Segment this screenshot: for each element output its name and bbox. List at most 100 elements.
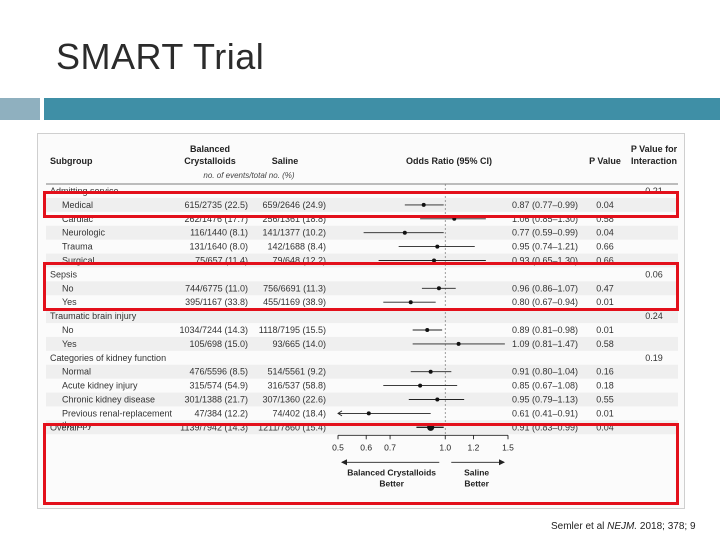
balanced-events: 1139/7942 (14.3) — [180, 422, 248, 432]
balanced-events: 262/1476 (17.7) — [184, 214, 248, 224]
odds-ratio-text: 0.89 (0.81–0.98) — [512, 325, 578, 335]
subgroup-label: Surgical — [62, 256, 95, 266]
saline-events: 74/402 (18.4) — [272, 408, 326, 418]
group-label: Categories of kidney function — [50, 353, 166, 363]
point-estimate — [428, 369, 433, 374]
p-value: 0.04 — [596, 228, 614, 238]
header-p-interaction-line1: P Value for — [631, 144, 678, 154]
saline-events: 142/1688 (8.4) — [267, 242, 326, 252]
subgroup-label: No — [62, 325, 74, 335]
forest-plot-panel: Subgroup Balanced Crystalloids Saline Od… — [37, 133, 685, 509]
row-band — [46, 309, 678, 324]
p-value: 0.58 — [596, 339, 614, 349]
p-value: 0.04 — [596, 200, 614, 210]
x-tick-label: 0.7 — [384, 442, 396, 452]
subgroup-label: Medical — [62, 200, 93, 210]
x-tick-label: 1.2 — [468, 442, 480, 452]
arrow-left-head — [341, 459, 347, 466]
point-estimate — [425, 328, 430, 332]
p-value: 0.04 — [596, 422, 614, 432]
odds-ratio-text: 0.95 (0.74–1.21) — [512, 242, 578, 252]
balanced-events: 615/2735 (22.5) — [184, 200, 248, 210]
balanced-events: 476/5596 (8.5) — [189, 367, 248, 377]
saline-events: 659/2646 (24.9) — [262, 200, 326, 210]
direction-left-line1: Balanced Crystalloids — [347, 467, 436, 477]
point-estimate — [436, 286, 441, 291]
odds-ratio-text: 0.93 (0.65–1.30) — [512, 256, 578, 266]
overall-label: Overall — [50, 422, 79, 432]
saline-events: 93/665 (14.0) — [272, 339, 326, 349]
balanced-events: 131/1640 (8.0) — [189, 242, 248, 252]
header-subgroup: Subgroup — [50, 156, 93, 166]
saline-events: 256/1361 (18.8) — [262, 214, 326, 224]
forest-plot-svg: Subgroup Balanced Crystalloids Saline Od… — [46, 144, 678, 488]
balanced-events: 315/574 (54.9) — [189, 381, 248, 391]
header-saline: Saline — [272, 156, 299, 166]
odds-ratio-text: 0.80 (0.67–0.94) — [512, 297, 578, 307]
saline-events: 1118/7195 (15.5) — [259, 325, 326, 335]
p-interaction-value: 0.19 — [645, 353, 663, 363]
point-estimate — [366, 411, 371, 416]
point-estimate — [421, 202, 426, 207]
header-balanced-line2: Crystalloids — [184, 156, 236, 166]
header-balanced-line1: Balanced — [190, 144, 230, 154]
row-band — [46, 197, 678, 212]
saline-events: 455/1169 (38.9) — [263, 297, 326, 307]
subgroup-label: Yes — [62, 297, 77, 307]
odds-ratio-text: 1.06 (0.85–1.30) — [512, 214, 578, 224]
balanced-events: 744/6775 (11.0) — [185, 283, 248, 293]
p-interaction-value: 0.06 — [645, 269, 663, 279]
header-odds-ratio: Odds Ratio (95% CI) — [406, 156, 492, 166]
saline-events: 1211/7860 (15.4) — [258, 422, 326, 432]
highlight-box-sepsis — [43, 262, 679, 311]
odds-ratio-text: 0.61 (0.41–0.91) — [512, 408, 578, 418]
x-tick-label: 1.0 — [439, 442, 451, 452]
subgroup-label: Trauma — [62, 242, 93, 252]
saline-events: 756/6691 (11.3) — [263, 283, 326, 293]
point-estimate — [456, 341, 461, 346]
header-p-interaction-line2: Interaction — [631, 156, 677, 166]
group-label: Traumatic brain injury — [50, 311, 137, 321]
p-value: 0.01 — [596, 297, 614, 307]
p-value: 0.01 — [596, 408, 614, 418]
point-estimate — [402, 230, 407, 235]
balanced-events: 1034/7244 (14.3) — [179, 325, 248, 335]
p-value: 0.01 — [596, 325, 614, 335]
balanced-events: 116/1440 (8.1) — [190, 228, 248, 238]
point-estimate — [435, 244, 440, 249]
arrow-right-head — [499, 459, 505, 466]
p-value: 0.47 — [596, 283, 614, 293]
subgroup-label: Chronic kidney disease — [62, 395, 155, 405]
point-estimate — [408, 300, 413, 305]
accent-bar — [44, 98, 720, 120]
balanced-events: 47/384 (12.2) — [194, 408, 248, 418]
subgroup-label: Cardiac — [62, 214, 94, 224]
citation-suffix: 2018; 378; 9 — [637, 521, 696, 532]
highlight-box-admitting-service — [43, 191, 679, 218]
odds-ratio-text: 0.85 (0.67–1.08) — [512, 381, 578, 391]
accent-square — [0, 98, 40, 120]
balanced-events: 75/657 (11.4) — [195, 256, 248, 266]
subgroup-label: Acute kidney injury — [62, 381, 138, 391]
odds-ratio-text: 0.91 (0.83–0.99) — [512, 422, 578, 432]
point-estimate — [432, 258, 437, 263]
odds-ratio-text: 0.87 (0.77–0.99) — [512, 200, 578, 210]
p-value: 0.58 — [596, 214, 614, 224]
x-tick-label: 1.5 — [502, 442, 514, 452]
row-band — [46, 392, 678, 407]
citation: Semler et al NEJM. 2018; 378; 9 — [551, 521, 696, 532]
slide-title: SMART Trial — [56, 36, 265, 77]
subgroup-label: No — [62, 283, 74, 293]
row-band — [46, 225, 678, 240]
balanced-events: 105/698 (15.0) — [189, 339, 248, 349]
saline-events: 307/1360 (22.6) — [262, 395, 326, 405]
saline-events: 514/5561 (9.2) — [267, 367, 326, 377]
x-tick-label: 0.5 — [332, 442, 344, 452]
p-value: 0.16 — [596, 367, 614, 377]
ci-arrow-left — [337, 410, 343, 417]
direction-right-line1: Saline — [464, 467, 489, 477]
direction-left-line2: Better — [379, 478, 404, 488]
row-band — [46, 336, 678, 351]
saline-events: 316/537 (58.8) — [267, 381, 326, 391]
p-value: 0.66 — [596, 256, 614, 266]
